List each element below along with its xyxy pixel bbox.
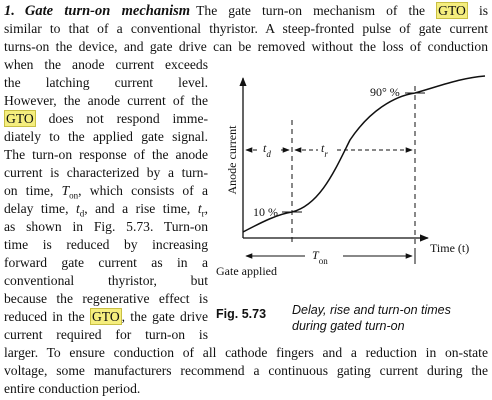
- text-line: forward gate current as in a: [4, 254, 208, 272]
- text-line: the latching current level.: [4, 74, 208, 92]
- text-line: current is characterized by a turn-: [4, 164, 208, 182]
- td-label: td: [263, 141, 271, 159]
- text-run: the latching current level.: [4, 75, 208, 90]
- text-line: delay time, td, and a rise time, tr,: [4, 200, 208, 218]
- text-run: reduced in the: [4, 309, 90, 324]
- text-run: , the gate drive: [121, 309, 208, 324]
- caption-number: Fig. 5.73: [216, 307, 266, 321]
- text-run: t: [197, 201, 202, 216]
- text-run: current required for turn-on is: [4, 327, 208, 342]
- text-run: voltage, some manufacturers recommend a …: [4, 363, 488, 378]
- ton-t: T: [312, 248, 320, 262]
- ton-sub: on: [319, 256, 329, 266]
- label-bg: [305, 249, 343, 263]
- tr-label: tr: [321, 141, 328, 159]
- text-line: entire conduction period.: [4, 380, 488, 398]
- caption-line: during gated turn-on: [292, 319, 405, 333]
- text-line: However, the anode current of the: [4, 92, 208, 110]
- text-line: turns-on the device, and gate drive can …: [4, 38, 488, 56]
- text-line: when the anode current exceeds: [4, 56, 208, 74]
- caption-line: Delay, rise and turn-on times: [292, 303, 451, 317]
- text-run: larger. To ensure conduction of all cath…: [4, 345, 488, 360]
- text-run: as shown in Fig. 5.73. Turn-on: [4, 219, 208, 234]
- text-run: , which consists of a: [78, 183, 209, 198]
- text-run: ,: [204, 201, 208, 216]
- text-line: as shown in Fig. 5.73. Turn-on: [4, 218, 208, 236]
- text-line: similar to that of a conventional thyris…: [4, 20, 488, 38]
- text-run: similar to that of a conventional thyris…: [4, 21, 488, 36]
- text-line: GTO does not respond imme-: [4, 110, 208, 128]
- text-line: reduced in the GTO, the gate drive: [4, 308, 208, 326]
- label-bg: [260, 140, 278, 158]
- text-line: on time, Ton, which consists of a: [4, 182, 208, 200]
- y-axis-label: Anode current: [225, 125, 239, 195]
- tr-t: t: [321, 141, 325, 155]
- text-run: r: [201, 208, 205, 219]
- text-line: conventional thyristor, but: [4, 272, 208, 290]
- highlight: GTO: [4, 110, 36, 127]
- text-run: The turn-on response of the anode: [4, 147, 208, 162]
- text-line: time is reduced by increasing: [4, 236, 208, 254]
- heading: 1.: [4, 3, 15, 19]
- td-t: t: [263, 141, 267, 155]
- text-line: The turn-on response of the anode: [4, 146, 208, 164]
- heading: Gate turn-on mechanism: [24, 3, 191, 19]
- text-line: because the regenerative effect is: [4, 290, 208, 308]
- text-run: The gate turn-on mechanism of the: [196, 3, 437, 18]
- highlight: GTO: [436, 2, 468, 19]
- text-run: current is characterized by a turn-: [4, 165, 208, 180]
- text-line: diately to the applied gate signal.: [4, 128, 208, 146]
- text-run: However, the anode current of the: [4, 93, 208, 108]
- text-line: larger. To ensure conduction of all cath…: [4, 344, 488, 362]
- text-run: T: [61, 183, 70, 198]
- label-10: 10 %: [253, 205, 278, 219]
- text-run: when the anode current exceeds: [4, 57, 208, 72]
- text-run: entire conduction period.: [4, 381, 141, 396]
- highlight: GTO: [89, 308, 122, 325]
- text-run: does not respond imme-: [35, 111, 208, 126]
- text-run: conventional thyristor, but: [4, 273, 208, 288]
- text-run: on time,: [4, 183, 62, 198]
- text-run: , and a rise time,: [84, 201, 198, 216]
- curve: [242, 75, 486, 233]
- text-run: delay time,: [4, 201, 76, 216]
- text-line: current required for turn-on is: [4, 326, 208, 344]
- label-90: 90° %: [370, 85, 400, 99]
- text-run: turns-on the device, and gate drive can …: [4, 39, 488, 54]
- label-bg: [318, 140, 334, 158]
- text-run: on: [69, 190, 79, 201]
- ton-label: Ton: [312, 248, 328, 266]
- x-axis-label: Time (t): [430, 241, 469, 255]
- tr-sub: r: [324, 149, 328, 159]
- text-run: diately to the applied gate signal.: [4, 129, 208, 144]
- text-run: forward gate current as in a: [4, 255, 208, 270]
- text-line: 1. Gate turn-on mechanism The gate turn-on…: [4, 2, 488, 20]
- text-run: t: [75, 201, 80, 216]
- gate-applied: Gate applied: [216, 264, 277, 278]
- text-line: voltage, some manufacturers recommend a …: [4, 362, 488, 380]
- text-run: d: [79, 208, 85, 219]
- td-sub: d: [266, 149, 271, 159]
- text-run: time is reduced by increasing: [4, 237, 208, 252]
- text-run: because the regenerative effect is: [4, 291, 208, 306]
- text-run: is: [467, 3, 489, 18]
